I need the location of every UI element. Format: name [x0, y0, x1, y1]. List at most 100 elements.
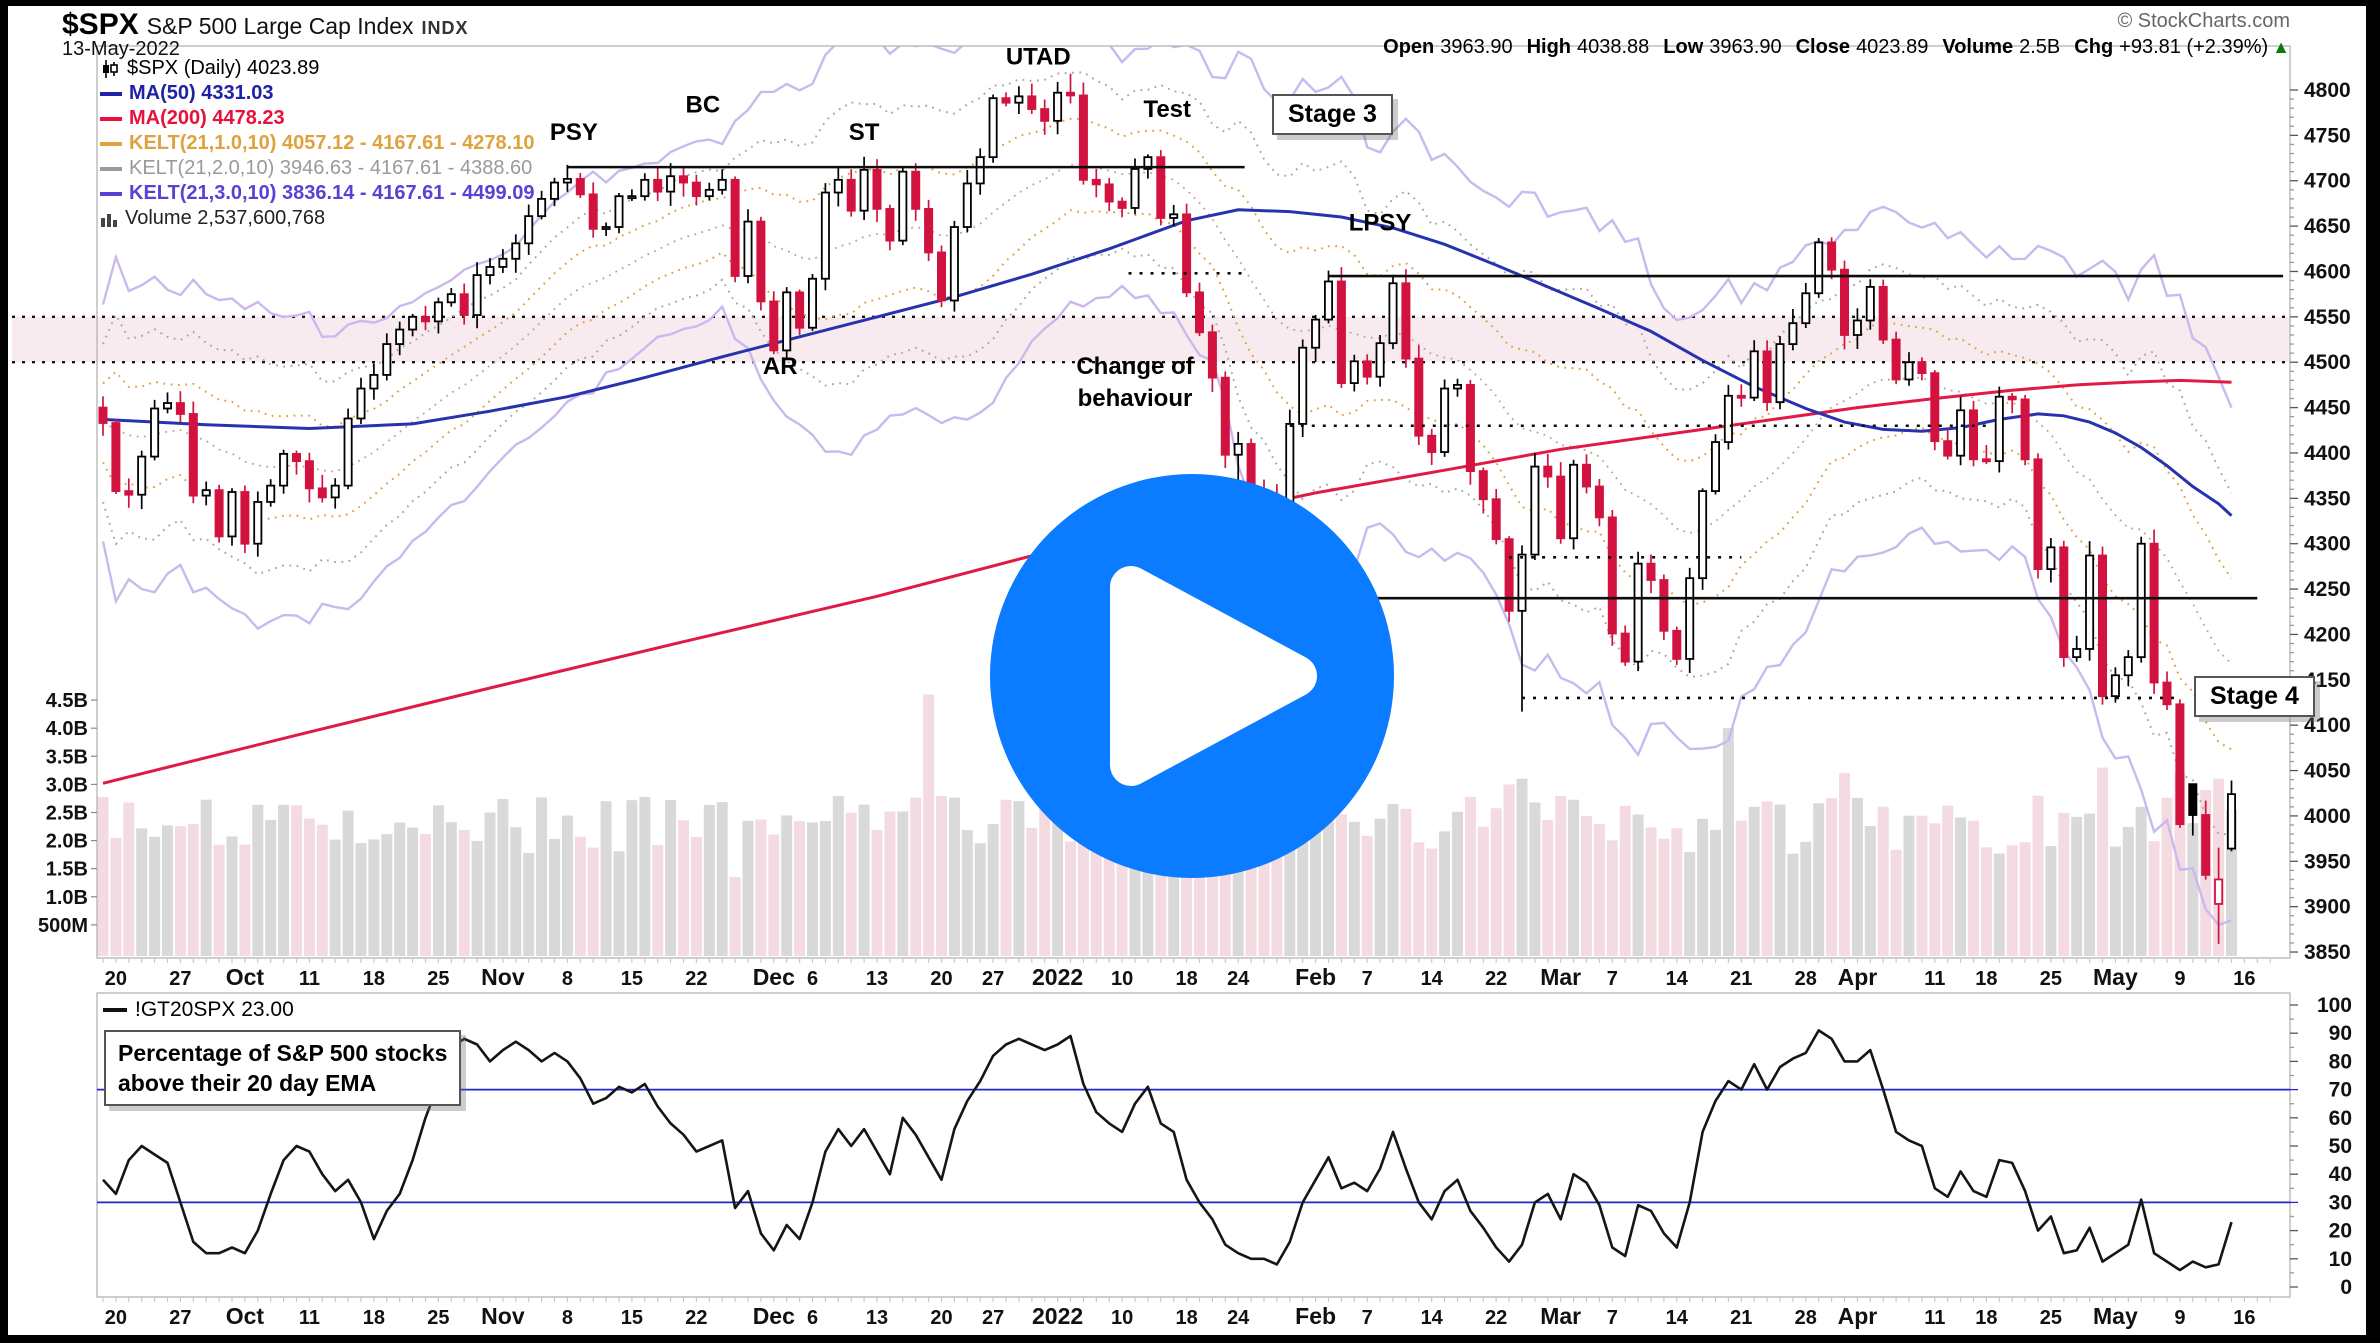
- wyckoff-annotation-lines: [567, 165, 2284, 700]
- legend-indicator-text: MA(200) 4478.23: [129, 107, 285, 129]
- svg-text:Change of: Change of: [1076, 353, 1194, 380]
- volume-bars: [97, 694, 2237, 956]
- legend-indicator-text: MA(50) 4331.03: [129, 82, 274, 104]
- svg-text:11: 11: [1924, 968, 1945, 990]
- legend-line-swatch: [100, 116, 122, 121]
- svg-text:18: 18: [1975, 1307, 1997, 1329]
- svg-text:30: 30: [2329, 1191, 2352, 1214]
- svg-text:9: 9: [2174, 1307, 2185, 1329]
- svg-text:4200: 4200: [2304, 623, 2351, 646]
- quote-value: 4038.88: [1577, 36, 1650, 58]
- svg-text:4300: 4300: [2304, 533, 2351, 556]
- svg-text:15: 15: [621, 1307, 643, 1329]
- svg-text:14: 14: [1421, 1307, 1444, 1329]
- svg-text:27: 27: [169, 968, 191, 990]
- svg-text:25: 25: [427, 1307, 449, 1329]
- quote-label: Volume: [1942, 36, 2014, 58]
- change-up-triangle-icon: ▲: [2272, 37, 2290, 57]
- svg-text:13: 13: [866, 968, 888, 990]
- svg-text:20: 20: [930, 1307, 952, 1329]
- legend-indicator-row: KELT(21,2.0,10) 3946.63 - 4167.61 - 4388…: [100, 156, 534, 181]
- svg-text:22: 22: [685, 968, 707, 990]
- keltner-channels: [101, 46, 2233, 927]
- legend-indicator-text: KELT(21,3.0,10) 3836.14 - 4167.61 - 4499…: [129, 182, 535, 204]
- svg-text:Nov: Nov: [481, 964, 525, 990]
- svg-text:25: 25: [427, 968, 449, 990]
- svg-text:behaviour: behaviour: [1078, 385, 1193, 412]
- wyckoff-labels: PSY BC ST UTAD Test LPSY AR Change of behaviour: [550, 44, 1412, 412]
- svg-text:LPSY: LPSY: [1349, 210, 1412, 237]
- gt20spx-legend: !GT20SPX 23.00: [103, 998, 294, 1022]
- svg-text:80: 80: [2329, 1050, 2352, 1073]
- svg-text:May: May: [2093, 964, 2138, 990]
- svg-text:10: 10: [1111, 1307, 1133, 1329]
- svg-text:28: 28: [1795, 1307, 1817, 1329]
- svg-text:7: 7: [1362, 968, 1373, 990]
- svg-text:6: 6: [807, 1307, 818, 1329]
- svg-text:20: 20: [930, 968, 952, 990]
- svg-text:3850: 3850: [2304, 941, 2351, 964]
- legend-line-swatch: [100, 141, 122, 146]
- exchange: INDX: [421, 18, 469, 38]
- candlestick-style-icon: [100, 59, 120, 79]
- svg-text:BC: BC: [686, 92, 721, 119]
- legend-indicator-rows: MA(50) 4331.03 MA(200) 4478.23 KELT(21,1.0…: [100, 81, 534, 206]
- legend-volume-row: Volume 2,537,600,768: [100, 206, 534, 231]
- svg-text:PSY: PSY: [550, 119, 598, 146]
- svg-text:2.0B: 2.0B: [46, 831, 88, 853]
- svg-text:4550: 4550: [2304, 306, 2351, 329]
- svg-text:100: 100: [2317, 994, 2352, 1017]
- legend-line-swatch: [100, 166, 122, 171]
- svg-text:10: 10: [2329, 1248, 2352, 1271]
- legend-symbol-text: $SPX (Daily) 4023.89: [127, 57, 320, 79]
- svg-text:50: 50: [2329, 1135, 2352, 1158]
- svg-text:40: 40: [2329, 1163, 2352, 1186]
- quote-value: 2.5B: [2019, 36, 2061, 58]
- legend-line-swatch: [100, 191, 122, 196]
- gt20spx-legend-text: !GT20SPX 23.00: [135, 998, 294, 1021]
- quote-label: Close: [1795, 36, 1851, 58]
- svg-text:4150: 4150: [2304, 669, 2351, 692]
- stockcharts-credit: © StockCharts.com: [2117, 10, 2290, 32]
- video-play-button[interactable]: [990, 474, 1394, 878]
- stage4-box: Stage 4: [2194, 676, 2315, 717]
- svg-text:Nov: Nov: [481, 1303, 525, 1329]
- svg-text:4400: 4400: [2304, 442, 2351, 465]
- svg-text:14: 14: [1666, 968, 1689, 990]
- svg-text:13: 13: [866, 1307, 888, 1329]
- svg-text:2.5B: 2.5B: [46, 803, 88, 825]
- stage3-box: Stage 3: [1272, 94, 1393, 135]
- legend-indicator-row: KELT(21,3.0,10) 3836.14 - 4167.61 - 4499…: [100, 181, 534, 206]
- svg-text:7: 7: [1607, 968, 1618, 990]
- svg-text:4600: 4600: [2304, 260, 2351, 283]
- svg-text:Apr: Apr: [1838, 1303, 1878, 1329]
- quote-value: 4023.89: [1856, 36, 1929, 58]
- svg-text:AR: AR: [763, 353, 798, 380]
- svg-text:21: 21: [1730, 1307, 1752, 1329]
- svg-text:16: 16: [2233, 1307, 2255, 1329]
- svg-text:4650: 4650: [2304, 215, 2351, 238]
- symbol: $SPX: [62, 8, 139, 41]
- svg-text:4500: 4500: [2304, 351, 2351, 374]
- svg-text:70: 70: [2329, 1079, 2352, 1102]
- svg-text:Apr: Apr: [1838, 964, 1878, 990]
- volume-bars-icon: [100, 211, 118, 227]
- legend-indicator-row: MA(200) 4478.23: [100, 106, 534, 131]
- price-axis: 3850 3900 3950 4000 4050 4100 4150 4200 4250 4300…: [38, 45, 2351, 964]
- legend-symbol-row: $SPX (Daily) 4023.89: [100, 56, 534, 81]
- svg-text:22: 22: [1485, 1307, 1507, 1329]
- legend-indicator-row: KELT(21,1.0,10) 4057.12 - 4167.61 - 4278…: [100, 131, 534, 156]
- svg-text:4250: 4250: [2304, 578, 2351, 601]
- svg-text:27: 27: [982, 1307, 1004, 1329]
- svg-text:22: 22: [1485, 968, 1507, 990]
- svg-text:11: 11: [1924, 1307, 1945, 1329]
- svg-text:4450: 4450: [2304, 397, 2351, 420]
- svg-text:4350: 4350: [2304, 487, 2351, 510]
- legend-line-swatch: [100, 91, 122, 96]
- percentage-note-line1: Percentage of S&P 500 stocks: [118, 1040, 448, 1066]
- legend-indicator-text: KELT(21,1.0,10) 4057.12 - 4167.61 - 4278…: [129, 132, 535, 154]
- quote-label: Open: [1383, 36, 1435, 58]
- svg-text:25: 25: [2040, 968, 2062, 990]
